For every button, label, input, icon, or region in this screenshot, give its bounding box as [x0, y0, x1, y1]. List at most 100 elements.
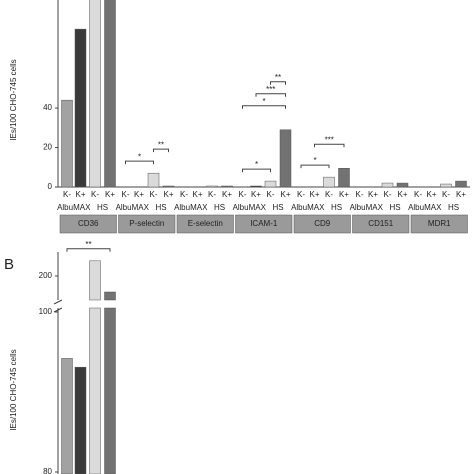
- y-axis-label: IEs/100 CHO-745 cells: [9, 59, 18, 140]
- bar-label: K-: [414, 190, 422, 199]
- serum-label: HS: [272, 203, 283, 212]
- bar-label: K-: [267, 190, 275, 199]
- bar-label: K+: [75, 190, 85, 199]
- serum-label: HS: [448, 203, 459, 212]
- bar: [89, 0, 101, 188]
- axis-break: [53, 307, 63, 313]
- significance-label: *: [138, 152, 141, 161]
- y-tick-label: 100: [39, 307, 53, 316]
- bar-label: K+: [222, 190, 232, 199]
- serum-label: AlbuMAX: [350, 203, 384, 212]
- bar: [74, 28, 87, 188]
- significance-bracket: [255, 93, 286, 97]
- bar-label: K-: [63, 190, 71, 199]
- bar: [455, 180, 467, 188]
- significance-label: *: [313, 156, 316, 165]
- significance-bracket: [242, 105, 286, 109]
- bar-label: K+: [280, 190, 290, 199]
- significance-label: *: [262, 97, 265, 106]
- serum-label: AlbuMAX: [408, 203, 442, 212]
- bar: [323, 176, 335, 188]
- bar-label: K-: [297, 190, 305, 199]
- significance-label: **: [158, 140, 164, 149]
- serum-label: HS: [389, 203, 400, 212]
- group-label: MDR1: [428, 219, 451, 228]
- y-tick-label: 20: [43, 143, 52, 152]
- bar: [104, 291, 116, 301]
- bar-label: K+: [397, 190, 407, 199]
- group-box: [352, 214, 410, 234]
- serum-label: HS: [155, 203, 166, 212]
- group-box: [235, 214, 293, 234]
- bar-label: K+: [192, 190, 202, 199]
- serum-label: AlbuMAX: [233, 203, 267, 212]
- bar-label: K+: [368, 190, 378, 199]
- bar-label: K-: [122, 190, 130, 199]
- serum-label: HS: [97, 203, 108, 212]
- bar: [104, 307, 116, 474]
- group-label: ICAM-1: [250, 219, 278, 228]
- bar: [104, 0, 116, 188]
- group-box: [59, 214, 117, 234]
- bar-label: K-: [325, 190, 333, 199]
- panel-label: B: [4, 256, 14, 273]
- bar: [61, 99, 73, 188]
- bar: [396, 182, 409, 188]
- bar-label: K-: [208, 190, 216, 199]
- significance-bracket: [153, 148, 169, 153]
- bar: [221, 185, 233, 188]
- significance-bracket: [242, 168, 271, 173]
- bar-label: K-: [442, 190, 450, 199]
- serum-label: HS: [214, 203, 225, 212]
- bar: [206, 185, 218, 188]
- y-tick-label: 0: [48, 182, 53, 191]
- significance-bracket: [270, 81, 286, 85]
- group-label: P-selectin: [129, 219, 164, 228]
- significance-bracket: [300, 164, 330, 169]
- y-axis-label: IEs/100 CHO-745 cells: [9, 349, 18, 430]
- serum-label: HS: [331, 203, 342, 212]
- significance-bracket: [125, 160, 154, 165]
- bar-label: K+: [309, 190, 319, 199]
- group-box: [293, 214, 351, 234]
- significance-label: **: [275, 73, 281, 82]
- bar: [74, 366, 87, 474]
- y-tick-label: 40: [43, 103, 52, 112]
- significance-bracket: [66, 248, 111, 252]
- significance-label: *: [255, 160, 258, 169]
- serum-label: AlbuMAX: [291, 203, 325, 212]
- group-label: CD36: [78, 219, 99, 228]
- bar-label: K-: [239, 190, 247, 199]
- bar-label: K+: [163, 190, 173, 199]
- bar: [89, 260, 101, 301]
- group-box: [410, 214, 468, 234]
- bar: [279, 129, 292, 188]
- group-label: CD9: [314, 219, 331, 228]
- bar: [162, 185, 175, 188]
- group-label: CD151: [368, 219, 393, 228]
- bar-label: K-: [180, 190, 188, 199]
- bar: [338, 168, 350, 188]
- significance-label: ***: [325, 135, 334, 144]
- y-tick-label: 200: [39, 271, 53, 280]
- bar: [89, 307, 101, 474]
- bar: [440, 183, 452, 188]
- bar: [250, 185, 262, 188]
- bar: [381, 182, 394, 188]
- serum-label: AlbuMAX: [174, 203, 208, 212]
- bar: [61, 358, 73, 474]
- bar-label: K+: [456, 190, 466, 199]
- bar-label: K-: [384, 190, 392, 199]
- group-box: [176, 214, 234, 234]
- group-box: [118, 214, 176, 234]
- significance-bracket: [314, 143, 345, 148]
- axis-break: [53, 299, 63, 305]
- bar: [147, 172, 160, 188]
- significance-label: ***: [266, 85, 275, 94]
- y-tick-label: 80: [43, 467, 52, 474]
- serum-label: AlbuMAX: [57, 203, 91, 212]
- bar-label: K+: [339, 190, 349, 199]
- bar-label: K+: [251, 190, 261, 199]
- bar-label: K+: [426, 190, 436, 199]
